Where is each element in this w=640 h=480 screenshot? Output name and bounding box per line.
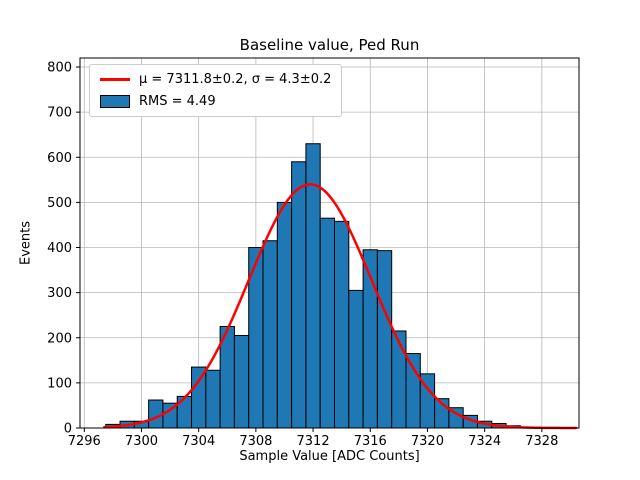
fit-label: μ = 7311.8±0.2, σ = 4.3±0.2 bbox=[139, 72, 332, 87]
x-tick-label: 7296 bbox=[68, 434, 101, 449]
y-tick-label: 500 bbox=[47, 196, 72, 211]
y-axis-label: Events bbox=[18, 220, 34, 266]
y-tick-label: 300 bbox=[47, 286, 72, 301]
histogram-bar bbox=[405, 353, 421, 429]
legend: μ = 7311.8±0.2, σ = 4.3±0.2 RMS = 4.49 bbox=[89, 64, 343, 117]
histogram-bar bbox=[391, 330, 407, 429]
x-tick-label: 7308 bbox=[239, 434, 272, 449]
y-tick-label: 200 bbox=[47, 331, 72, 346]
axes-spines bbox=[79, 57, 580, 429]
rms-label: RMS = 4.49 bbox=[139, 94, 216, 109]
histogram-bar bbox=[319, 217, 336, 429]
x-tick-label: 7300 bbox=[125, 434, 158, 449]
y-tick-label: 700 bbox=[47, 106, 72, 121]
histogram-bar bbox=[191, 366, 207, 429]
histogram-bar bbox=[334, 220, 350, 429]
histogram-bar bbox=[376, 250, 393, 429]
fit-line-swatch bbox=[100, 78, 130, 81]
rms-patch-swatch bbox=[100, 95, 130, 108]
legend-entry-fit: μ = 7311.8±0.2, σ = 4.3±0.2 bbox=[100, 72, 331, 87]
x-tick-label: 7324 bbox=[468, 434, 501, 449]
x-tick-label: 7304 bbox=[182, 434, 215, 449]
histogram-bar bbox=[205, 369, 221, 429]
legend-entry-rms: RMS = 4.49 bbox=[100, 94, 331, 109]
y-tick-label: 600 bbox=[47, 151, 72, 166]
gaussian-fit-curve bbox=[103, 183, 578, 430]
histogram-bar bbox=[233, 335, 250, 429]
x-tick-label: 7328 bbox=[525, 434, 558, 449]
x-tick-label: 7316 bbox=[354, 434, 387, 449]
chart-title: Baseline value, Ped Run bbox=[239, 36, 420, 54]
histogram-bar bbox=[291, 161, 307, 429]
histogram-bar bbox=[276, 201, 293, 429]
x-tick-label: 7320 bbox=[411, 434, 444, 449]
y-tick-label: 400 bbox=[47, 241, 72, 256]
x-tick-label: 7312 bbox=[297, 434, 330, 449]
histogram-bar bbox=[262, 240, 278, 429]
y-tick-label: 100 bbox=[47, 376, 72, 391]
y-tick-label: 0 bbox=[64, 422, 72, 437]
y-tick-label: 800 bbox=[47, 61, 72, 76]
x-axis-label: Sample Value [ADC Counts] bbox=[239, 449, 420, 464]
histogram-bar bbox=[348, 289, 364, 429]
